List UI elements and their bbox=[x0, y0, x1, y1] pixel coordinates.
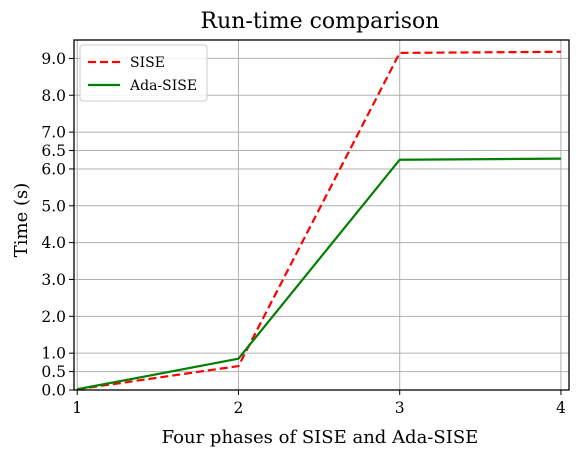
series-layer bbox=[77, 50, 561, 391]
y-tick-label-10: 8.0 bbox=[41, 87, 66, 105]
x-tick-label-3: 4 bbox=[556, 399, 566, 417]
y-tick-label-6: 5.0 bbox=[41, 197, 66, 215]
series-line-sise bbox=[77, 50, 561, 391]
y-tick-label-11: 9.0 bbox=[41, 50, 66, 68]
legend-box bbox=[79, 44, 208, 102]
y-ticks: 0.00.51.0 2.0 3.0 4.0 5.0 6.06.57.0 8.0 9.0 bbox=[41, 50, 74, 400]
y-axis-label: Time (s) bbox=[11, 183, 32, 258]
series-line-ada-sise bbox=[77, 157, 561, 391]
y-tick-label-7: 6.0 bbox=[41, 160, 66, 178]
x-tick-label-2: 3 bbox=[395, 399, 405, 417]
legend: SISE Ada-SISE bbox=[79, 44, 208, 102]
y-tick-label-1: 0.5 bbox=[41, 363, 66, 381]
y-tick-label-8: 6.5 bbox=[41, 142, 66, 160]
y-tick-label-3: 2.0 bbox=[41, 308, 66, 326]
legend-label-ada-sise: Ada-SISE bbox=[129, 78, 197, 94]
x-ticks: 1 2 3 4 bbox=[72, 390, 566, 417]
y-tick-label-5: 4.0 bbox=[41, 234, 66, 252]
x-axis-label: Four phases of SISE and Ada-SISE bbox=[162, 427, 479, 448]
y-tick-label-9: 7.0 bbox=[41, 124, 66, 142]
x-tick-label-0: 1 bbox=[72, 399, 82, 417]
legend-label-sise: SISE bbox=[130, 55, 165, 71]
chart-title: Run-time comparison bbox=[201, 9, 440, 34]
y-tick-label-4: 3.0 bbox=[41, 271, 66, 289]
y-tick-label-0: 0.0 bbox=[41, 382, 66, 400]
plot-frame bbox=[73, 39, 570, 391]
x-tick-label-1: 2 bbox=[234, 399, 244, 417]
y-tick-label-2: 1.0 bbox=[41, 345, 66, 363]
